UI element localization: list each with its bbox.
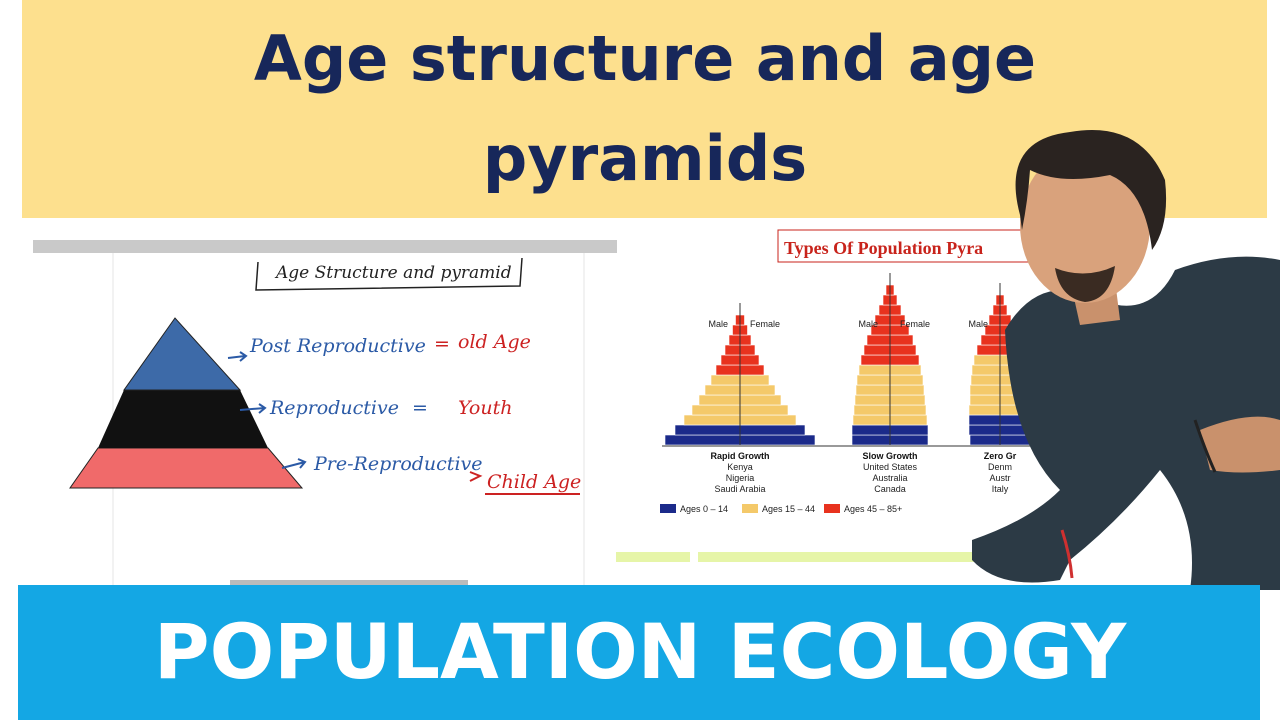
stage-label: old Age: [458, 331, 531, 353]
legend-swatch: [742, 504, 758, 513]
arrow: [239, 403, 267, 414]
female-label: Female: [750, 319, 780, 329]
country: Denm: [988, 462, 1012, 472]
title: pyramids: [483, 122, 807, 195]
country: Saudi Arabia: [714, 484, 765, 494]
stage-label: Youth: [458, 397, 512, 419]
whiteboard-heading: Age Structure and pyramid: [274, 263, 512, 283]
male-label: Male: [708, 319, 728, 329]
country: Nigeria: [726, 473, 755, 483]
slide-title: Types Of Population Pyra: [784, 238, 983, 258]
legend-label: Ages 45 – 85+: [844, 504, 902, 514]
slide-bar: [698, 552, 998, 562]
pyramid-top: [123, 317, 242, 391]
country: Canada: [874, 484, 906, 494]
scrollbar: [230, 580, 468, 586]
arrow: [227, 351, 248, 362]
face: [1020, 147, 1150, 303]
footer-title: POPULATION ECOLOGY: [154, 607, 1127, 696]
footer-band: [18, 585, 1260, 720]
panel-name: Slow Growth: [863, 451, 918, 461]
panel-name: Rapid Growth: [711, 451, 770, 461]
country: United States: [863, 462, 918, 472]
stage: Post Reproductive: [249, 335, 426, 357]
title: Age structure and age: [254, 22, 1036, 95]
slide-bar: [616, 552, 690, 562]
male-label: Male: [968, 319, 988, 329]
pyramids: Male Female Rapid GrowthKenyaNigeriaSaudi …: [660, 273, 1078, 514]
hand: [1200, 416, 1280, 473]
stage-label: Child Age: [487, 471, 581, 493]
legend-swatch: [824, 504, 840, 513]
hair: [1015, 130, 1167, 250]
country: Australia: [872, 473, 907, 483]
female-label: Female: [900, 319, 930, 329]
equals: =: [434, 333, 450, 355]
toolbar: [33, 240, 617, 253]
wristband: [1060, 529, 1074, 579]
male-label: Male: [858, 319, 878, 329]
panel-name: Zero Gr: [984, 451, 1017, 461]
stage: Reproductive: [269, 397, 399, 419]
stage: Pre-Reproductive: [313, 453, 483, 475]
country: Kenya: [727, 462, 753, 472]
country: Austr: [989, 473, 1010, 483]
heading-box: [255, 257, 523, 291]
wristband: [1193, 419, 1217, 473]
legend-label: Ages 0 – 14: [680, 504, 728, 514]
legend-label: Ages 15 – 44: [762, 504, 815, 514]
sweater: [972, 256, 1280, 590]
beard: [1055, 266, 1115, 302]
country: Italy: [992, 484, 1009, 494]
presenter: [972, 130, 1280, 590]
arrow: [469, 471, 483, 482]
pyramid-middle: [98, 390, 268, 448]
equals: =: [412, 397, 428, 419]
arrow: [281, 458, 307, 469]
pyramid-base: [69, 447, 304, 489]
legend-swatch: [660, 504, 676, 513]
